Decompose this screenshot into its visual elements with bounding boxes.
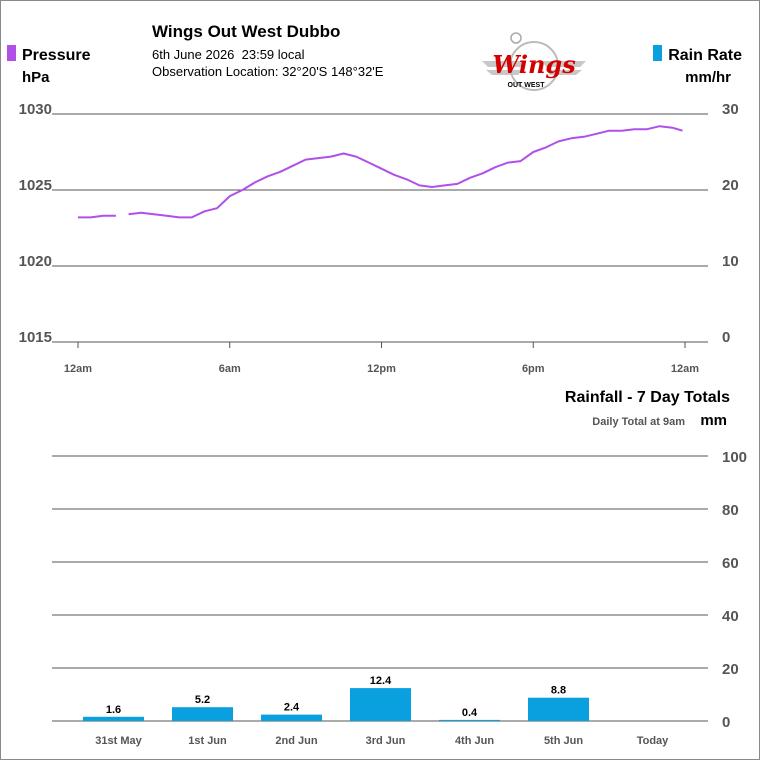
pressure-series [78,125,683,219]
rainfall-category-label: 2nd Jun [275,735,317,747]
rainfall-y-axis: 100 80 60 40 20 0 [722,449,747,731]
rainfall-bar [528,697,589,721]
observation-datetime: 6th June 2026 23:59 local [152,47,305,62]
time-tick-label: 12pm [367,363,396,375]
rainfall-value-label: 12.4 [370,675,392,687]
pressure-left-axis: 1030 1025 1020 1015 [19,101,52,346]
pressure-y-tick-label: 1030 [19,101,52,118]
rain-rate-legend-swatch [653,45,662,61]
station-title: Wings Out West Dubbo [152,22,341,41]
rainfall-value-label: 0.4 [462,707,478,719]
time-tick-label: 6pm [522,363,545,375]
pressure-line [128,125,683,219]
logo-subtext: OUT WEST [508,82,546,89]
rainfall-bar [172,707,233,721]
pressure-legend-swatch [7,45,16,61]
logo-word: Wings [492,50,576,79]
rain-rate-y-tick-label: 20 [722,177,739,194]
time-tick-label: 12am [671,363,699,375]
time-tick-label: 12am [64,363,92,375]
observation-location: Observation Location: 32°20'S 148°32'E [152,64,384,79]
rainfall-value-label: 5.2 [195,694,210,706]
rainfall-chart-title: Rainfall - 7 Day Totals [565,389,730,406]
rainfall-unit-label: mm [700,412,727,429]
rainfall-bars: 1.6 5.2 2.4 12.4 0.4 8.8 [83,675,589,721]
rainfall-value-label: 8.8 [551,685,566,697]
rainfall-category-label: 3rd Jun [366,735,406,747]
rainfall-category-label: 31st May [95,735,142,747]
rain-rate-y-tick-label: 30 [722,101,739,118]
rainfall-y-tick-label: 100 [722,449,747,466]
pressure-unit-label: hPa [22,69,50,86]
rainfall-y-tick-label: 40 [722,608,739,625]
pressure-line [78,214,116,219]
rainfall-category-axis: 31st May 1st Jun 2nd Jun 3rd Jun 4th Jun 5th … [95,735,669,747]
rainfall-value-label: 2.4 [284,702,300,714]
pressure-y-tick-label: 1025 [19,177,52,194]
rainfall-bar [350,688,411,721]
rainfall-bar [83,716,144,721]
pressure-gridlines [52,113,708,343]
pressure-y-tick-label: 1015 [19,329,52,346]
rain-rate-y-tick-label: 0 [722,329,730,346]
rainfall-category-label: 4th Jun [455,735,494,747]
time-tick-label: 6am [219,363,241,375]
wings-logo: Wings OUT WEST [482,32,586,91]
rainfall-chart-subtitle: Daily Total at 9am [592,416,685,428]
time-axis: 12am 6am 12pm 6pm 12am [64,342,699,375]
rainfall-y-tick-label: 80 [722,502,739,519]
pressure-y-tick-label: 1020 [19,253,52,270]
rainfall-value-label: 1.6 [106,704,121,716]
rainfall-bar [261,714,322,721]
rainfall-category-label: Today [637,735,669,747]
rain-rate-unit-label: mm/hr [685,69,731,86]
rainfall-y-tick-label: 20 [722,661,739,678]
pressure-legend-label: Pressure [22,47,91,64]
rain-rate-right-axis: 30 20 10 0 [722,101,739,346]
rain-rate-legend-label: Rain Rate [668,47,742,64]
rainfall-y-tick-label: 0 [722,714,730,731]
rainfall-category-label: 1st Jun [188,735,227,747]
rainfall-gridlines [52,455,708,722]
rainfall-bar [439,719,500,721]
rain-rate-y-tick-label: 10 [722,253,739,270]
rainfall-category-label: 5th Jun [544,735,583,747]
rainfall-y-tick-label: 60 [722,555,739,572]
